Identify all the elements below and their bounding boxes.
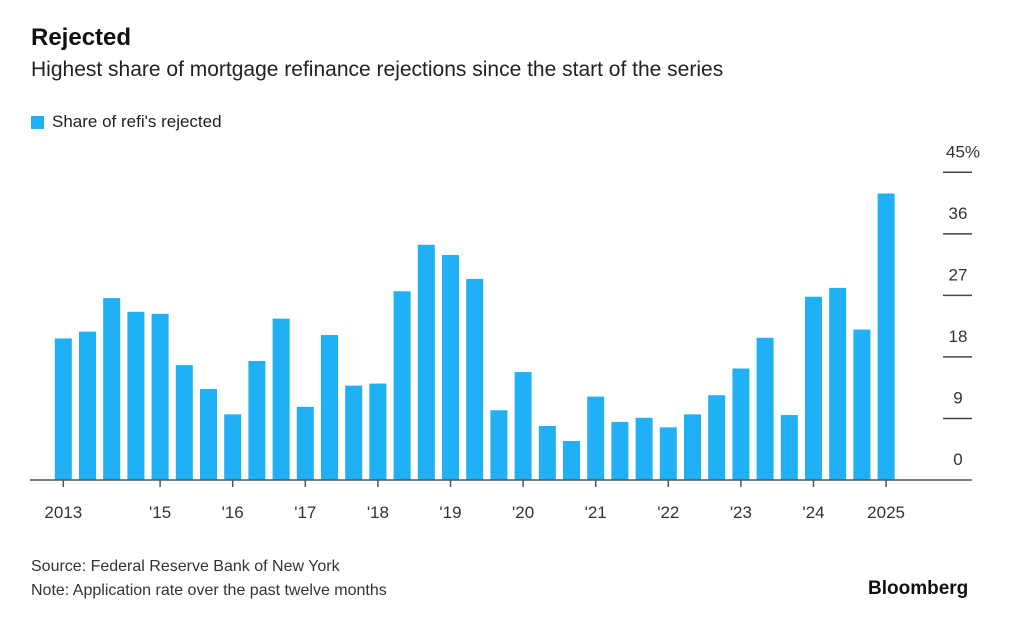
bar bbox=[611, 421, 629, 480]
bar bbox=[829, 287, 847, 480]
x-tick-label: 2013 bbox=[44, 503, 82, 522]
y-tick-label: 45% bbox=[946, 142, 980, 161]
y-tick-label: 36 bbox=[949, 204, 968, 223]
bar bbox=[732, 368, 750, 480]
chart-title: Rejected bbox=[31, 24, 132, 51]
x-tick-label: 2025 bbox=[867, 503, 905, 522]
bar bbox=[151, 313, 169, 480]
x-tick-label: '18 bbox=[367, 503, 389, 522]
y-tick-label: 9 bbox=[953, 388, 962, 407]
x-tick-label: '15 bbox=[149, 503, 171, 522]
bar bbox=[369, 383, 387, 480]
footnote: Note: Application rate over the past twe… bbox=[31, 582, 387, 599]
x-tick-label: '21 bbox=[585, 503, 607, 522]
bar bbox=[780, 415, 798, 480]
bar bbox=[175, 365, 193, 480]
bar bbox=[514, 371, 532, 480]
bar bbox=[417, 244, 435, 480]
bar bbox=[103, 298, 121, 480]
x-tick-label: '24 bbox=[802, 503, 824, 522]
x-tick-label: '20 bbox=[512, 503, 534, 522]
source-note: Source: Federal Reserve Bank of New York bbox=[31, 558, 340, 575]
x-tick-label: '17 bbox=[294, 503, 316, 522]
bar bbox=[756, 337, 774, 480]
bar bbox=[659, 427, 677, 480]
bar bbox=[296, 406, 314, 480]
bloomberg-logo: Bloomberg bbox=[868, 578, 969, 599]
legend-label: Share of refi's rejected bbox=[52, 112, 222, 131]
bar bbox=[708, 395, 726, 480]
bar bbox=[587, 396, 605, 480]
bar bbox=[321, 335, 338, 480]
bar bbox=[538, 425, 556, 480]
y-tick-label: 0 bbox=[953, 450, 962, 469]
bar bbox=[224, 414, 242, 480]
x-tick-label: '22 bbox=[657, 503, 679, 522]
legend-swatch bbox=[31, 115, 44, 129]
chart-subtitle: Highest share of mortgage refinance reje… bbox=[31, 58, 724, 81]
bar bbox=[853, 329, 871, 480]
bar bbox=[200, 389, 217, 480]
bar bbox=[345, 385, 363, 480]
bar bbox=[466, 278, 484, 480]
bar bbox=[684, 414, 701, 480]
x-tick-label: '19 bbox=[439, 503, 461, 522]
bar bbox=[272, 318, 290, 480]
bar bbox=[248, 361, 266, 480]
y-tick-label: 18 bbox=[949, 327, 968, 346]
legend: Share of refi's rejected bbox=[31, 112, 222, 132]
bar bbox=[563, 441, 580, 480]
x-tick-label: '23 bbox=[730, 503, 752, 522]
bar bbox=[127, 311, 145, 480]
y-tick-label: 27 bbox=[949, 265, 968, 284]
bar bbox=[805, 296, 822, 480]
bar bbox=[635, 417, 653, 480]
bar bbox=[393, 291, 411, 480]
bar bbox=[79, 331, 96, 480]
bar bbox=[54, 338, 72, 480]
bar bbox=[877, 193, 895, 480]
x-tick-label: '16 bbox=[222, 503, 244, 522]
bar bbox=[442, 255, 459, 480]
bar bbox=[490, 410, 508, 480]
